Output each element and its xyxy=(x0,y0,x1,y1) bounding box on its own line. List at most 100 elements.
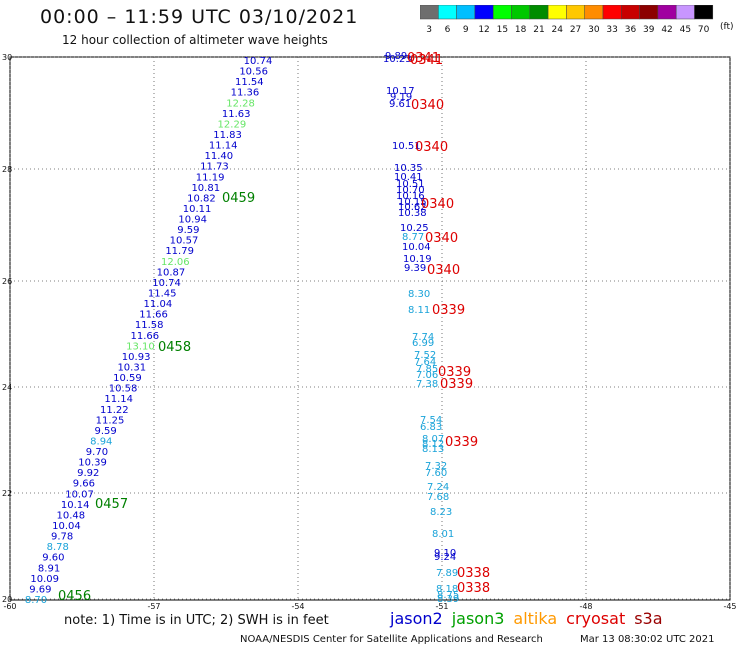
wave-height-label: 11.83 xyxy=(213,130,242,141)
wave-height-label: 7.52 xyxy=(414,350,436,361)
wave-height-label: 7.38 xyxy=(416,379,438,390)
wave-height-label: 9.59 xyxy=(95,426,117,437)
wave-height-label: 10.38 xyxy=(398,208,427,219)
footer-timestamp: Mar 13 08:30:02 UTC 2021 xyxy=(580,634,715,645)
color-scale-label: 70 xyxy=(698,25,710,35)
legend-item-cryosat: cryosat xyxy=(566,609,626,628)
wave-height-label: 10.31 xyxy=(117,362,146,373)
wave-height-label: 8.07 xyxy=(422,434,444,445)
wave-height-label: 8.01 xyxy=(432,529,454,540)
color-scale-label: 18 xyxy=(515,25,527,35)
color-scale-label: 12 xyxy=(478,25,489,35)
wave-height-label: 10.87 xyxy=(157,267,186,278)
wave-height-label: 13.10 xyxy=(126,341,155,352)
wave-height-label: 9.89 xyxy=(385,51,407,62)
wave-height-label: 8.23 xyxy=(430,507,452,518)
wave-height-label: 7.60 xyxy=(425,468,447,479)
wave-height-label: 7.32 xyxy=(425,461,447,472)
wave-height-label: 8.13 xyxy=(422,444,444,455)
wave-height-label: 8.75 xyxy=(437,590,459,601)
wave-height-label: 10.51 xyxy=(396,179,425,190)
pass-time-label: 0339 xyxy=(438,365,471,380)
wave-height-label: 9.24 xyxy=(434,552,456,563)
wave-height-label: 10.57 xyxy=(170,236,199,247)
pass-time-label: 0339 xyxy=(432,303,465,318)
wave-height-label: 10.14 xyxy=(61,500,90,511)
lat-label: 28 xyxy=(2,165,12,174)
wave-height-label: 8.78 xyxy=(47,542,69,553)
wave-height-label: 10.93 xyxy=(122,352,151,363)
wave-height-label: 10.11 xyxy=(183,204,212,215)
wave-height-label: 9.92 xyxy=(77,468,99,479)
pass-time-label: 0456 xyxy=(58,589,91,604)
footer-note: note: 1) Time is in UTC; 2) SWH is in fe… xyxy=(64,613,329,628)
wave-height-label: 10.48 xyxy=(57,510,86,521)
wave-height-label: 10.41 xyxy=(394,172,423,183)
lat-label: 26 xyxy=(2,277,12,286)
wave-height-label: 10.17 xyxy=(386,86,415,97)
wave-height-label: 11.14 xyxy=(209,141,238,152)
legend-item-altika: altika xyxy=(513,609,558,628)
wave-height-label: 8.94 xyxy=(90,436,112,447)
wave-height-label: 10.94 xyxy=(178,215,207,226)
wave-height-label: 7.68 xyxy=(427,492,449,503)
color-scale-label: 15 xyxy=(497,25,508,35)
color-scale-label: 45 xyxy=(680,25,691,35)
wave-height-label: 10.16 xyxy=(396,191,425,202)
wave-height-label: 12.29 xyxy=(218,119,247,130)
wave-height-label: 10.81 xyxy=(191,183,220,194)
wave-height-label: 10.51 xyxy=(392,141,421,152)
legend-item-jason3: jason3 xyxy=(451,609,505,628)
wave-height-label: 11.25 xyxy=(96,415,125,426)
lat-label: 24 xyxy=(2,383,12,392)
pass-time-label: 0341 xyxy=(410,53,443,68)
color-scale-label: 6 xyxy=(445,25,451,35)
wave-height-label: 9.19 xyxy=(390,92,412,103)
wave-height-label: 10.35 xyxy=(394,163,423,174)
wave-height-label: 10.07 xyxy=(65,489,94,500)
wave-height-label: 9.78 xyxy=(51,532,73,543)
wave-height-label: 10.39 xyxy=(78,458,107,469)
legend-item-jason2: jason2 xyxy=(390,609,443,628)
wave-height-label: 9.66 xyxy=(73,479,95,490)
wave-height-label: 11.63 xyxy=(222,109,251,120)
pass-time-label: 0340 xyxy=(425,231,458,246)
pass-time-label: 0339 xyxy=(445,435,478,450)
wave-height-label: 11.54 xyxy=(235,77,264,88)
wave-height-label: 10.09 xyxy=(30,574,59,585)
wave-height-label: 10.62 xyxy=(398,202,427,213)
wave-height-label: 10.25 xyxy=(400,223,429,234)
wave-height-label: 6.99 xyxy=(412,338,434,349)
lat-label: 30 xyxy=(2,53,12,62)
color-scale-units: (ft) xyxy=(720,22,734,32)
pass-time-label: 0341 xyxy=(407,51,440,66)
color-scale-label: 33 xyxy=(606,25,617,35)
wave-height-label: 10.59 xyxy=(113,373,142,384)
wave-height-label: 9.39 xyxy=(404,263,426,274)
color-scale-label: 24 xyxy=(552,25,564,35)
wave-height-label: 11.14 xyxy=(104,394,133,405)
wave-height-label: 10.19 xyxy=(403,254,432,265)
wave-height-label: 8.39 xyxy=(437,594,459,605)
wave-height-label: 10.23 xyxy=(383,54,412,65)
wave-height-label: 9.59 xyxy=(177,225,199,236)
wave-height-label: 10.04 xyxy=(402,242,431,253)
color-scale-label: 3 xyxy=(426,25,432,35)
color-scale-label: 9 xyxy=(463,25,469,35)
page-subtitle: 12 hour collection of altimeter wave hei… xyxy=(62,33,328,47)
wave-height-label: 11.66 xyxy=(139,310,168,321)
color-scale-label: 36 xyxy=(625,25,637,35)
wave-height-label: 10.56 xyxy=(239,67,268,78)
wave-height-label: 8.11 xyxy=(408,305,430,316)
wave-height-label: 6.83 xyxy=(420,422,442,433)
color-scale-label: 30 xyxy=(588,25,600,35)
wave-height-label: 7.89 xyxy=(436,568,458,579)
pass-time-label: 0340 xyxy=(411,98,444,113)
color-scale-label: 27 xyxy=(570,25,581,35)
pass-time-label: 0338 xyxy=(457,566,490,581)
wave-height-label: 11.58 xyxy=(135,320,164,331)
wave-height-label: 8.12 xyxy=(422,439,444,450)
wave-height-label: 7.24 xyxy=(427,482,449,493)
page-title: 00:00 – 11:59 UTC 03/10/2021 xyxy=(40,6,359,28)
pass-time-label: 0340 xyxy=(421,197,454,212)
